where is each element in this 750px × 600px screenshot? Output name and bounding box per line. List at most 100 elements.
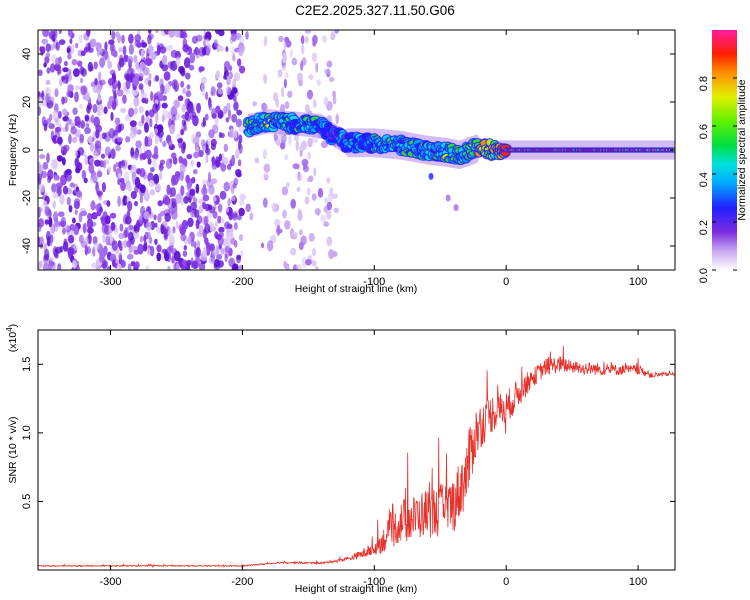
spectrogram-noise-blob [62, 241, 69, 252]
spectrogram-noise-blob [166, 44, 174, 52]
spectrogram-noise-blob [326, 201, 332, 211]
spectrogram-noise-blob [94, 159, 101, 167]
spectrogram-noise-blob [193, 151, 200, 159]
spectrogram-noise-blob [80, 68, 87, 77]
spectrogram-noise-blob [308, 233, 315, 242]
spectrogram-noise-blob [208, 102, 213, 111]
spectrogram-noise-blob [326, 177, 331, 184]
spectrogram-noise-blob [204, 223, 211, 235]
spectrogram-noise-blob [83, 177, 88, 184]
spectrogram-noise-blob [66, 47, 71, 53]
spectrogram-noise-blob [232, 53, 236, 62]
spectrogram-noise-blob [315, 62, 319, 73]
spectrogram-noise-blob [284, 72, 289, 79]
spectrogram-noise-blob [127, 200, 133, 212]
spectrogram-noise-blob [48, 123, 55, 130]
spectrogram-noise-blob [173, 250, 181, 262]
spectrogram-noise-blob [120, 181, 126, 192]
spectrogram-noise-blob [58, 30, 62, 35]
spectrogram-noise-blob [216, 45, 224, 52]
spectrogram-noise-blob [93, 242, 100, 250]
spectrogram-noise-blob [45, 52, 51, 58]
spectrogram-noise-blob [144, 122, 149, 133]
spectrogram-noise-blob [233, 101, 239, 112]
spectrogram-noise-blob [217, 88, 224, 95]
spectrogram-noise-blob [193, 241, 197, 249]
spectrogram-noise-blob [305, 104, 310, 114]
spectrogram-noise-blob [229, 65, 233, 72]
snr-panel: -300 -200 -100 0 100 0.5 1.0 1.5 Height of str… [5, 324, 676, 595]
spectrogram-noise-blob [326, 60, 333, 68]
spectrogram-noise-blob [170, 152, 177, 159]
spectrogram-noise-blob [196, 102, 202, 114]
spectrogram-noise-blob [155, 112, 159, 124]
spectrogram-noise-blob [196, 231, 204, 238]
spectrogram-noise-blob [263, 36, 268, 47]
spectrogram-noise-blob [107, 56, 111, 63]
spectrogram-noise-blob [328, 76, 335, 83]
spectrogram-noise-blob [218, 131, 222, 139]
spectrogram-noise-blob [68, 205, 73, 213]
spectrogram-noise-blob [276, 228, 283, 234]
spectrogram-noise-blob [54, 253, 59, 259]
spectrogram-noise-blob [55, 41, 60, 51]
spectrogram-noise-blob [50, 234, 54, 244]
spectrogram-noise-blob [227, 108, 232, 120]
x-tick-label: 0 [503, 576, 509, 588]
spectrogram-noise-blob [300, 140, 308, 151]
spectrogram-noise-blob [130, 147, 135, 157]
spectrogram-noise-blob [198, 150, 204, 158]
spectrogram-noise-blob [167, 228, 174, 237]
spectrogram-noise-blob [237, 58, 242, 67]
spectrogram-noise-blob [205, 148, 210, 154]
spectrogram-noise-blob [61, 150, 66, 156]
spectrogram-noise-blob [214, 30, 221, 35]
spectrogram-noise-blob [159, 133, 163, 143]
spectrogram-noise-blob [149, 131, 155, 140]
spectrogram-noise-blob [73, 68, 80, 78]
spectrogram-noise-blob [231, 154, 236, 166]
spectrogram-noise-blob [148, 179, 155, 188]
colorbar-tick-label: 0.8 [698, 76, 710, 91]
spectrogram-noise-blob [226, 163, 232, 171]
x-tick-label: 100 [629, 576, 647, 588]
spectrogram-noise-blob [62, 185, 69, 195]
spectrogram-noise-blob [71, 58, 78, 66]
spectrogram-noise-blob [173, 99, 180, 109]
spectrogram-noise-blob [148, 72, 152, 80]
spectrogram-noise-blob [205, 241, 211, 248]
spectrogram-noise-blob [45, 79, 51, 85]
spectrogram-noise-blob [79, 133, 85, 144]
spectrogram-noise-blob [47, 175, 52, 184]
spectrogram-noise-blob [130, 190, 137, 200]
spectrogram-noise-blob [291, 57, 298, 66]
spectrogram-noise-blob [226, 77, 231, 86]
spectrogram-noise-blob [106, 266, 111, 270]
spectrogram-noise-blob [225, 46, 229, 52]
spectrogram-noise-blob [212, 210, 218, 219]
spectrogram-noise-blob [62, 227, 66, 235]
spectrogram-noise-blob [57, 263, 62, 270]
spectrogram-noise-blob [237, 159, 242, 167]
snr-frame [37, 329, 676, 571]
spectrogram-noise-blob [194, 209, 200, 219]
spectrogram-noise-blob [133, 107, 138, 115]
spectrogram-noise-blob [281, 86, 285, 98]
spectrogram-noise-blob [51, 159, 58, 170]
spectrogram-noise-blob [142, 243, 148, 252]
spectrogram-noise-blob [53, 211, 58, 222]
spectrogram-noise-blob [153, 128, 159, 134]
spectrogram-noise-blob [164, 212, 171, 222]
spectrogram-noise-blob [175, 263, 180, 270]
spectrogram-noise-blob [133, 55, 138, 63]
spectrogram-noise-blob [180, 198, 184, 206]
spectrogram-noise-blob [233, 222, 238, 230]
y-tick-label: 40 [21, 48, 33, 60]
spectrogram-noise-blob [55, 246, 62, 254]
spectrogram-noise-blob [183, 196, 190, 204]
spectrogram-noise-blob [74, 116, 78, 127]
spectrogram-noise-blob [225, 86, 231, 95]
spectrogram-noise-blob [143, 211, 150, 220]
spectrogram-noise-blob [227, 197, 231, 207]
